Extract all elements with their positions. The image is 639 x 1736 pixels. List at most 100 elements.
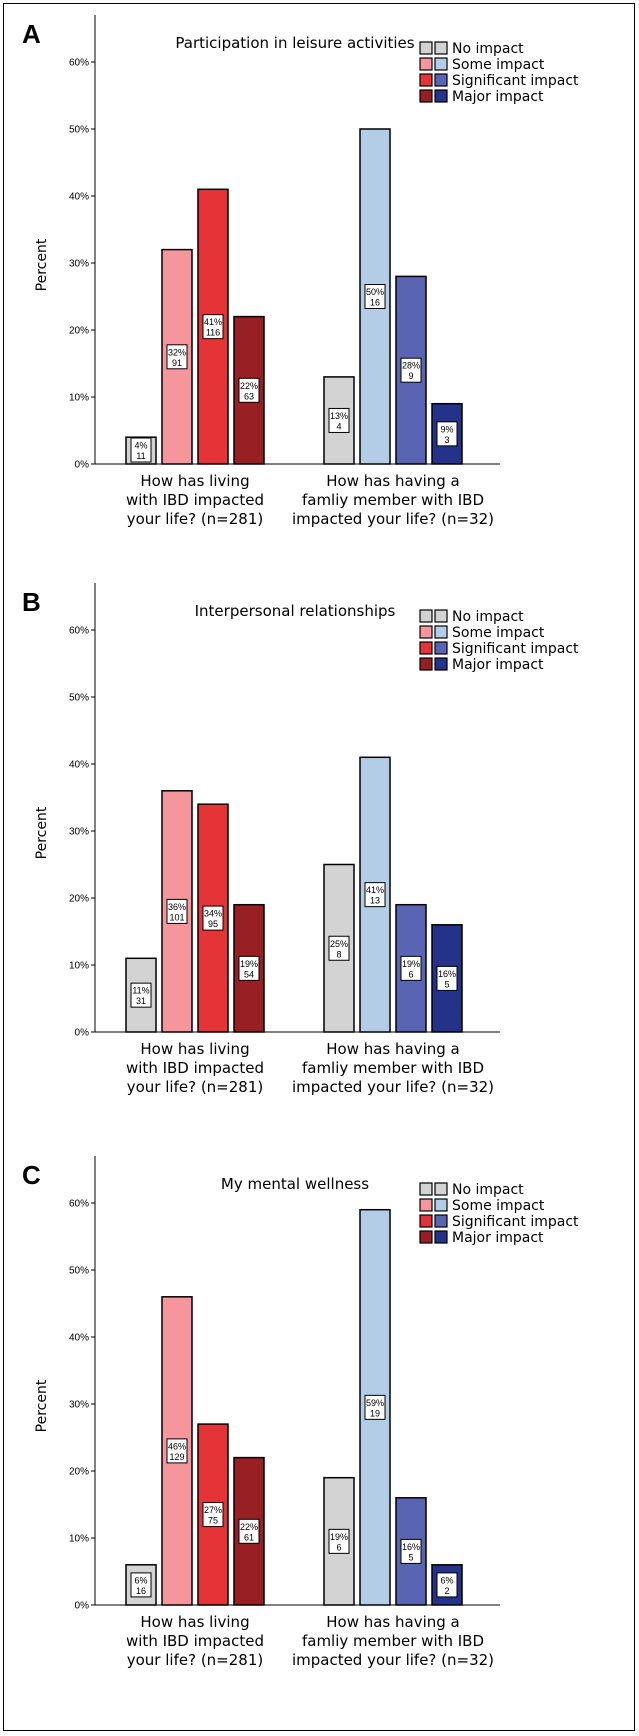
x-category-label: impacted your life? (n=32) [292, 1078, 494, 1096]
data-label-percent: 41% [366, 885, 384, 895]
y-tick-label: 10% [69, 961, 89, 972]
data-label-count: 8 [336, 949, 341, 959]
data-label-percent: 6% [440, 1575, 453, 1585]
chart-panel-b: B Interpersonal relationships 0% 10% 20% 30% 4… [22, 583, 579, 1096]
data-label-box [202, 905, 224, 931]
legend-swatch [419, 657, 433, 671]
data-label-percent: 59% [366, 1398, 384, 1408]
legend-swatch [419, 1230, 433, 1244]
chart-title: Participation in leisure activities [175, 34, 414, 52]
data-label-percent: 19% [240, 959, 258, 969]
data-label-count: 5 [408, 1552, 413, 1562]
x-category-label: your life? (n=281) [127, 1651, 263, 1669]
data-label-count: 2 [444, 1586, 449, 1596]
y-tick-label: 0% [75, 1028, 90, 1039]
data-label-box [130, 1572, 152, 1598]
data-label-box [400, 1538, 422, 1564]
data-label-box [166, 344, 188, 370]
legend-swatch [419, 1182, 433, 1196]
data-label-percent: 25% [330, 939, 348, 949]
panel-letter: B [22, 587, 41, 617]
y-tick-label: 30% [69, 827, 89, 838]
panel-letter: C [22, 1160, 41, 1190]
data-label-count: 61 [244, 1532, 254, 1542]
y-tick-label: 50% [69, 125, 89, 136]
data-label-percent: 4% [134, 441, 147, 451]
y-axis-label: Percent [34, 238, 50, 291]
chart-panel-c: C My mental wellness 0% 10% 20% 30% 40% 50% 60% P… [22, 1156, 579, 1669]
legend-label: Some impact [452, 57, 545, 73]
x-category-label: How has living [140, 472, 249, 490]
data-label-box [436, 965, 458, 991]
data-label-percent: 22% [240, 1522, 258, 1532]
legend-label: Some impact [452, 625, 545, 641]
y-tick-label: 10% [69, 1534, 89, 1545]
y-tick-label: 10% [69, 393, 89, 404]
data-label-percent: 27% [204, 1505, 222, 1515]
y-tick-label: 40% [69, 1333, 89, 1344]
legend-label: Major impact [452, 657, 544, 673]
data-label-box [364, 1394, 386, 1420]
data-label-percent: 46% [168, 1441, 186, 1451]
legend-swatch [434, 625, 448, 639]
data-label-percent: 36% [168, 902, 186, 912]
panel-letter: A [22, 19, 41, 49]
legend-swatch [419, 1198, 433, 1212]
x-category-label: your life? (n=281) [127, 510, 263, 528]
y-tick-label: 50% [69, 693, 89, 704]
data-label-box [130, 982, 152, 1008]
data-label-count: 75 [208, 1516, 218, 1526]
legend-swatch [434, 1214, 448, 1228]
data-label-box [328, 935, 350, 961]
data-label-count: 91 [172, 358, 182, 368]
data-label-count: 19 [370, 1408, 380, 1418]
data-label-count: 4 [336, 421, 341, 431]
legend-swatch [419, 641, 433, 655]
data-label-box [436, 1572, 458, 1598]
x-category-label: How has having a [326, 472, 460, 490]
data-label-percent: 11% [132, 986, 149, 996]
legend-swatch [419, 89, 433, 103]
data-label-percent: 6% [134, 1575, 147, 1585]
data-label-box [202, 314, 224, 340]
data-label-box [364, 284, 386, 309]
y-tick-label: 40% [69, 760, 89, 771]
data-label-percent: 16% [438, 969, 456, 979]
data-label-box [166, 1438, 188, 1464]
x-category-label: famliy member with IBD [302, 1059, 484, 1077]
y-tick-label: 60% [69, 58, 89, 69]
data-label-percent: 41% [204, 317, 222, 327]
legend-swatch [434, 1182, 448, 1196]
data-label-percent: 9% [440, 424, 453, 434]
data-label-percent: 19% [402, 959, 420, 969]
chart-title: My mental wellness [221, 1175, 369, 1193]
chart-panel-a: A Participation in leisure activities 0% 10… [22, 15, 579, 528]
data-label-count: 13 [370, 896, 380, 906]
data-label-count: 6 [408, 969, 413, 979]
x-category-label: with IBD impacted [126, 1059, 264, 1077]
data-label-count: 16 [370, 298, 380, 308]
y-tick-label: 40% [69, 192, 89, 203]
y-tick-label: 20% [69, 894, 89, 905]
data-label-box [238, 377, 260, 403]
data-label-box [364, 882, 386, 908]
legend-swatch [434, 609, 448, 623]
data-label-box [238, 955, 260, 981]
data-label-count: 6 [336, 1542, 341, 1552]
legend-swatch [434, 1230, 448, 1244]
legend-swatch [434, 1198, 448, 1212]
data-label-box [436, 421, 458, 447]
x-category-label: your life? (n=281) [127, 1078, 263, 1096]
legend-swatch [419, 609, 433, 623]
data-label-percent: 28% [402, 361, 420, 371]
x-category-label: famliy member with IBD [302, 1632, 484, 1650]
legend-label: Significant impact [452, 1214, 579, 1230]
data-label-box [130, 437, 152, 463]
data-label-count: 5 [444, 979, 449, 989]
data-label-box [328, 1528, 350, 1554]
y-tick-label: 30% [69, 1400, 89, 1411]
x-category-label: with IBD impacted [126, 491, 264, 509]
legend-label: No impact [452, 41, 524, 57]
legend-swatch [419, 73, 433, 87]
legend-swatch [434, 657, 448, 671]
